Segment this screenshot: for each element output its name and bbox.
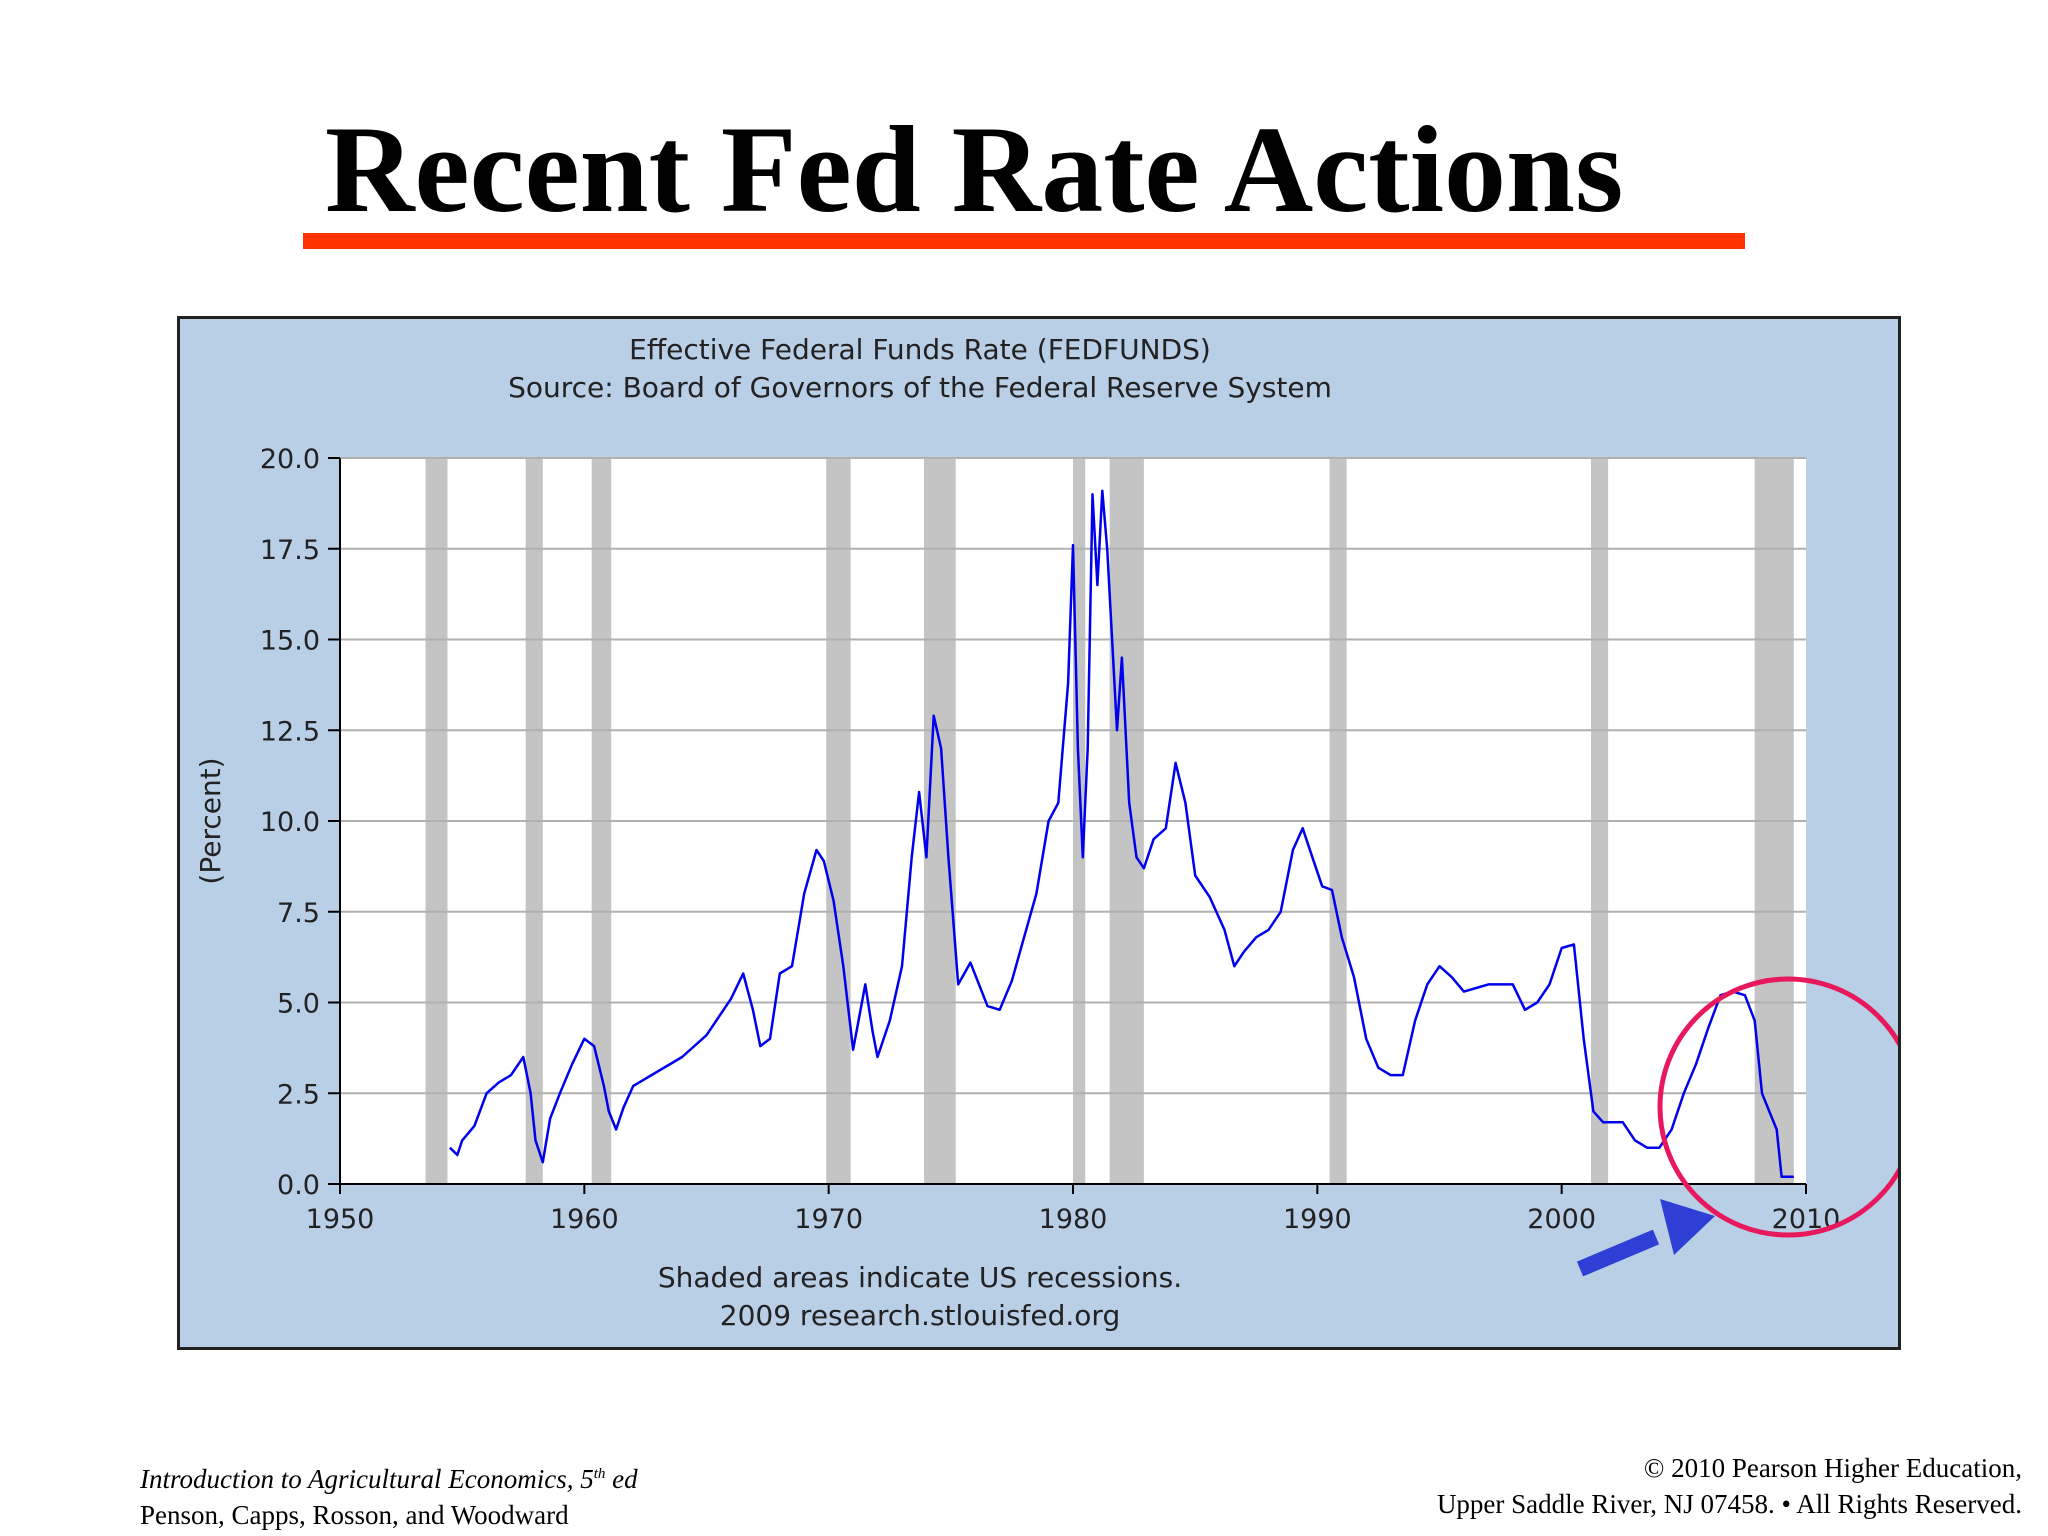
copyright-line-1: © 2010 Pearson Higher Education,	[1643, 1453, 2022, 1483]
series-layer	[449, 489, 1794, 1178]
gridlines	[340, 457, 1806, 1095]
x-tick-label: 2000	[1527, 1204, 1596, 1235]
footer-book-title: Introduction to Agricultural Economics, …	[140, 1464, 638, 1494]
axes	[328, 457, 1807, 1194]
x-tick-labels: 1950 1960 1970 1980 1990 2000 2010	[306, 1204, 1841, 1235]
y-tick-label: 10.0	[260, 807, 320, 838]
y-tick-label: 20.0	[260, 444, 320, 475]
y-tick-label: 0.0	[277, 1170, 320, 1201]
chart-panel: Effective Federal Funds Rate (FEDFUNDS) …	[177, 316, 1901, 1350]
x-tick-label: 1970	[794, 1204, 863, 1235]
chart-subtitle: Source: Board of Governors of the Federa…	[508, 371, 1332, 404]
chart-title: Effective Federal Funds Rate (FEDFUNDS)	[629, 333, 1211, 366]
slide-title: Recent Fed Rate Actions	[325, 101, 1624, 238]
arrow-shaft	[1576, 1229, 1660, 1277]
y-tick-labels: 0.0 2.5 5.0 7.5 10.0 12.5 15.0 17.5 20.0	[260, 444, 320, 1201]
y-tick-label: 7.5	[277, 898, 320, 929]
y-tick-label: 12.5	[260, 716, 320, 747]
x-tick-label: 1990	[1283, 1204, 1352, 1235]
copyright-line-2: Upper Saddle River, NJ 07458. • All Righ…	[1436, 1489, 2022, 1519]
arrow-head	[1660, 1199, 1715, 1255]
title-underline	[303, 233, 1745, 249]
footer-authors: Penson, Capps, Rosson, and Woodward	[140, 1500, 569, 1530]
footer-copyright: © 2010 Pearson Higher Education, Upper S…	[1437, 1450, 2022, 1522]
chart-caption: Shaded areas indicate US recessions.	[658, 1261, 1182, 1294]
x-tick-label: 1950	[306, 1204, 375, 1235]
y-tick-label: 17.5	[260, 535, 320, 566]
y-tick-label: 2.5	[277, 1079, 320, 1110]
fedfunds-chart: Effective Federal Funds Rate (FEDFUNDS) …	[194, 333, 1898, 1332]
y-tick-label: 15.0	[260, 626, 320, 657]
x-tick-label: 1960	[550, 1204, 619, 1235]
footer-book-info: Introduction to Agricultural Economics, …	[140, 1456, 638, 1533]
chart-credit: 2009 research.stlouisfed.org	[720, 1299, 1120, 1332]
x-tick-label: 1980	[1039, 1204, 1108, 1235]
highlight-circle	[1657, 976, 1898, 1238]
y-tick-label: 5.0	[277, 989, 320, 1020]
y-axis-label: (Percent)	[194, 757, 227, 884]
fedfunds-line	[449, 489, 1794, 1178]
